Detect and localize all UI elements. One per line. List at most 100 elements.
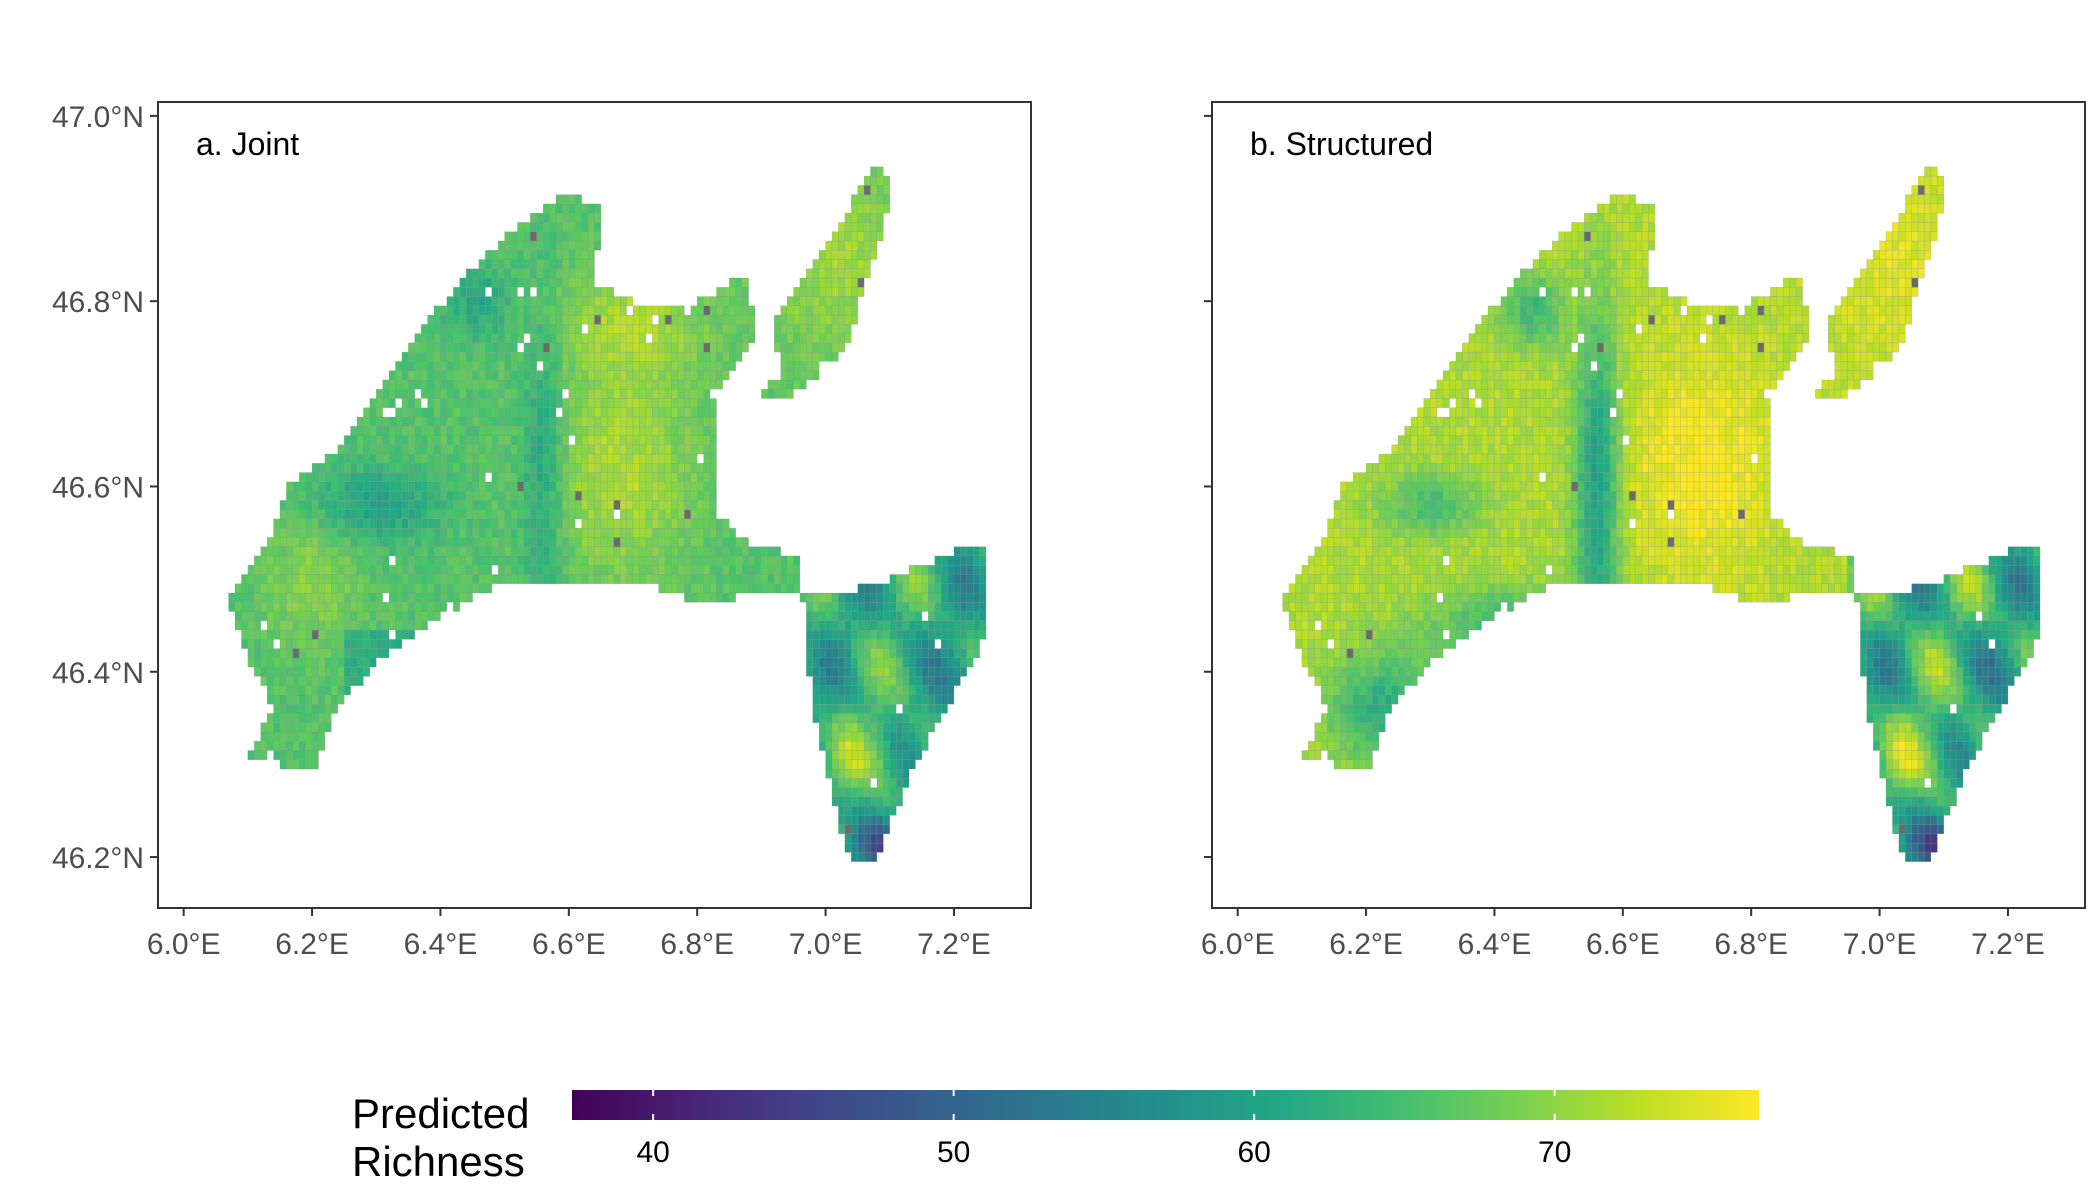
grid-cell — [844, 787, 852, 798]
grid-cell — [401, 444, 409, 455]
grid-cell — [491, 398, 499, 408]
grid-cell — [1449, 518, 1457, 529]
grid-cell — [973, 574, 980, 584]
grid-cell — [1795, 574, 1803, 584]
grid-cell — [1308, 629, 1315, 640]
grid-cell — [664, 351, 672, 362]
grid-cell — [1982, 685, 1989, 696]
grid-cell — [1385, 676, 1392, 686]
grid-cell — [318, 463, 326, 473]
grid-cell — [883, 194, 890, 205]
grid-cell — [273, 518, 281, 529]
grid-cell — [1731, 583, 1739, 594]
grid-cell — [1751, 518, 1758, 529]
grid-cell — [1905, 768, 1912, 779]
grid-cell — [530, 389, 537, 399]
grid-cell — [363, 490, 371, 501]
grid-cell — [838, 805, 846, 816]
grid-cell — [902, 750, 910, 760]
grid-cell — [799, 305, 807, 316]
grid-cell — [536, 537, 544, 547]
grid-cell — [1962, 666, 1970, 677]
grid-cell — [491, 500, 499, 510]
grid-cell — [311, 500, 319, 510]
grid-cell — [279, 611, 287, 621]
grid-cell — [844, 750, 852, 760]
grid-cell — [414, 565, 422, 575]
grid-cell — [1911, 741, 1919, 751]
grid-cell — [1911, 787, 1919, 798]
grid-cell — [851, 277, 858, 288]
grid-cell — [1353, 490, 1360, 501]
grid-cell — [581, 546, 589, 557]
grid-cell — [709, 351, 717, 362]
grid-cell — [408, 500, 415, 510]
grid-cell — [549, 333, 557, 344]
grid-cell — [311, 611, 319, 621]
grid-cell — [921, 657, 929, 668]
grid-cell — [530, 518, 537, 529]
grid-cell — [1975, 574, 1983, 584]
grid-cell — [825, 277, 833, 288]
grid-cell — [523, 527, 531, 538]
grid-cell — [1982, 713, 1989, 723]
grid-cell — [1603, 537, 1611, 547]
grid-cell — [420, 342, 428, 353]
grid-cell — [504, 379, 512, 390]
grid-cell — [1449, 629, 1457, 640]
grid-cell — [947, 629, 955, 640]
grid-cell — [273, 620, 281, 631]
grid-cell — [440, 407, 448, 418]
grid-cell — [863, 611, 871, 621]
grid-cell — [254, 666, 261, 677]
grid-cell — [632, 398, 640, 408]
grid-cell — [806, 666, 813, 677]
grid-cell — [896, 694, 903, 705]
grid-cell — [735, 287, 743, 297]
grid-cell — [472, 490, 480, 501]
grid-cell — [1442, 639, 1450, 649]
grid-cell — [786, 361, 794, 371]
grid-cell — [446, 324, 454, 334]
grid-cell — [1937, 685, 1944, 696]
grid-cell — [369, 565, 377, 575]
grid-cell — [414, 546, 422, 557]
grid-cell — [299, 509, 306, 520]
grid-cell — [1969, 703, 1977, 714]
grid-cell — [318, 500, 326, 510]
grid-cell — [536, 426, 544, 436]
grid-cell — [1500, 574, 1508, 584]
grid-cell — [1301, 648, 1309, 659]
grid-cell — [587, 509, 595, 520]
grid-cell — [645, 324, 653, 334]
grid-cell — [523, 259, 531, 269]
grid-cell — [709, 481, 717, 492]
grid-cell — [1327, 731, 1335, 742]
grid-cell — [1526, 555, 1534, 566]
grid-cell — [266, 602, 274, 612]
grid-cell — [1943, 602, 1951, 612]
grid-cell — [549, 296, 557, 307]
grid-cell — [562, 314, 570, 325]
grid-cell — [1365, 574, 1373, 584]
grid-cell — [581, 222, 589, 232]
grid-cell — [266, 713, 274, 723]
grid-cell — [1975, 629, 1983, 640]
grid-cell — [542, 259, 550, 269]
grid-cell — [1385, 694, 1392, 705]
grid-cell — [799, 361, 807, 371]
grid-cell — [697, 509, 704, 520]
grid-cell — [401, 500, 409, 510]
grid-cell — [889, 648, 897, 659]
grid-cell — [286, 759, 294, 770]
grid-cell — [915, 750, 923, 760]
grid-cell — [459, 574, 467, 584]
grid-cell — [395, 629, 403, 640]
grid-cell — [465, 509, 473, 520]
grid-cell — [600, 361, 608, 371]
grid-cell — [273, 527, 281, 538]
grid-cell — [1872, 694, 1880, 705]
grid-cell — [369, 574, 377, 584]
grid-cell — [863, 175, 871, 186]
grid-cell — [1905, 592, 1912, 603]
